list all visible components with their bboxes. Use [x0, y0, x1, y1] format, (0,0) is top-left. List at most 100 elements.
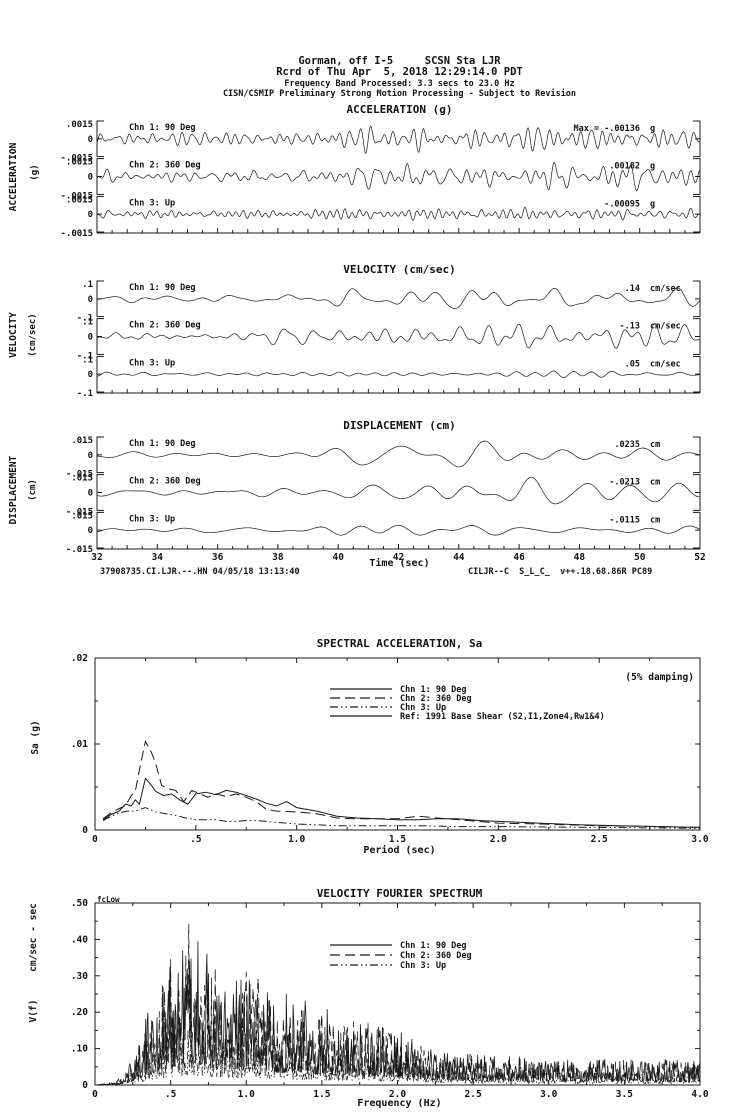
time-tick-label: 32: [91, 552, 102, 563]
y-tick-label: 0: [88, 333, 93, 343]
waveform-trace-chn-2-360-deg: [96, 476, 700, 505]
y-tick-label: 0: [88, 370, 93, 380]
peak-unit-label: cm: [650, 515, 660, 525]
legend-label: Chn 1: 90 Deg: [400, 941, 467, 951]
record-id-footnote: 37908735.CI.LJR.--.HN 04/05/18 13:13:40: [100, 567, 300, 577]
y-tick-label: .02: [71, 653, 88, 664]
y-bracket-right: [693, 120, 701, 158]
peak-value-label: -.00095: [604, 199, 640, 209]
y-tick-label: 0: [88, 210, 93, 220]
peak-unit-label: cm: [650, 440, 660, 450]
waveform-trace-chn-1-90-deg: [96, 125, 701, 154]
time-tick-label: 50: [634, 552, 646, 563]
y-tick-label: .1: [82, 280, 93, 290]
y-tick-label: .10: [71, 1044, 88, 1055]
record-timestamp: Rcrd of Thu Apr 5, 2018 12:29:14.0 PDT: [276, 66, 523, 78]
peak-value-label: Max = -.00136: [573, 124, 640, 134]
legend-label: Chn 2: 360 Deg: [400, 694, 472, 704]
x-tick-label: 4.0: [691, 1089, 708, 1100]
x-tick-label: 1.5: [313, 1089, 330, 1100]
waveform-trace-chn-1-90-deg: [97, 287, 701, 309]
x-tick-label: 3.0: [691, 834, 708, 845]
velocity-title: VELOCITY (cm/sec): [343, 263, 456, 276]
damping-annotation: (5% damping): [625, 672, 694, 683]
x-tick-label: 1.5: [389, 834, 406, 845]
y-tick-label: -.0015: [60, 229, 93, 239]
y-tick-label: .0015: [66, 158, 93, 168]
y-bracket-left: [96, 195, 104, 233]
peak-unit-label: g: [650, 124, 655, 134]
x-tick-label: 2.0: [490, 834, 507, 845]
peak-unit-label: g: [650, 162, 655, 172]
channel-label: Chn 1: 90 Deg: [129, 439, 196, 449]
peak-unit-label: g: [650, 199, 655, 209]
y-tick-label: 0: [82, 825, 88, 836]
y-bracket-right: [693, 318, 701, 355]
y-tick-label: .0015: [66, 120, 93, 130]
peak-value-label: -.0213: [609, 478, 640, 488]
legend-label: Chn 3: Up: [400, 961, 446, 971]
sa-title: SPECTRAL ACCELERATION, Sa: [316, 637, 483, 650]
y-tick-label: -.0015: [60, 191, 93, 201]
x-tick-label: 1.0: [238, 1089, 255, 1100]
waveform-trace-chn-2-360-deg: [96, 323, 701, 349]
peak-value-label: -.13: [620, 322, 640, 332]
legend-label: Chn 3: Up: [400, 703, 446, 713]
y-tick-label: 0: [82, 1080, 88, 1091]
x-tick-label: 2.5: [465, 1089, 482, 1100]
channel-label: Chn 2: 360 Deg: [129, 321, 201, 331]
y-tick-label: -.015: [66, 470, 93, 480]
y-tick-label: -.1: [77, 351, 93, 361]
y-bracket-left: [96, 355, 104, 393]
waveform-trace-chn-1-90-deg: [96, 440, 701, 468]
peak-value-label: .00182: [609, 162, 640, 172]
y-tick-label: -.015: [66, 507, 93, 517]
y-tick-label: 0: [88, 489, 93, 499]
fourier-trace-chn-3-up: [98, 1019, 701, 1086]
y-bracket-left: [96, 436, 104, 474]
time-tick-label: 40: [332, 552, 344, 563]
time-tick-label: 36: [212, 552, 224, 563]
peak-value-label: .05: [625, 359, 640, 369]
time-tick-label: 46: [513, 552, 525, 563]
waveform-trace-chn-3-up: [96, 524, 701, 536]
record-station-title: Gorman, off I-5 SCSN Sta LJR: [298, 55, 501, 67]
channel-label: Chn 3: Up: [129, 198, 175, 208]
legend-label: Chn 1: 90 Deg: [400, 685, 467, 695]
peak-unit-label: cm/sec: [650, 284, 681, 294]
channel-label: Chn 3: Up: [129, 514, 175, 524]
y-tick-label: .015: [71, 474, 93, 484]
x-tick-label: 2.0: [389, 1089, 406, 1100]
y-tick-label: 0: [88, 173, 93, 183]
y-tick-label: .1: [82, 355, 93, 365]
y-tick-label: -.1: [77, 314, 93, 324]
channel-label: Chn 2: 360 Deg: [129, 161, 201, 171]
y-tick-label: .1: [82, 318, 93, 328]
y-tick-label: .01: [71, 739, 88, 750]
channel-label: Chn 2: 360 Deg: [129, 477, 201, 487]
y-tick-label: 0: [88, 451, 93, 461]
legend-label: Ref: 1991 Base Shear (S2,I1,Zone4,Rw1&4): [400, 712, 605, 722]
peak-unit-label: cm/sec: [650, 322, 681, 332]
y-bracket-left: [96, 318, 104, 355]
sa-curve-chn-2-360-deg: [102, 739, 701, 828]
y-tick-label: .20: [71, 1007, 88, 1018]
y-bracket-left: [96, 474, 104, 511]
x-tick-label: 1.0: [288, 834, 305, 845]
processing-note: CISN/CSMIP Preliminary Strong Motion Pro…: [222, 89, 577, 99]
y-bracket-right: [693, 280, 701, 318]
y-bracket-right: [693, 158, 701, 195]
x-tick-label: 3.0: [540, 1089, 557, 1100]
fourier-title: VELOCITY FOURIER SPECTRUM: [316, 887, 483, 900]
y-tick-label: 0: [88, 135, 93, 145]
acceleration-title: ACCELERATION (g): [346, 103, 453, 116]
peak-value-label: .0235: [614, 440, 640, 450]
x-tick-label: 0: [92, 834, 98, 845]
frequency-band-note: Frequency Band Processed: 3.3 secs to 23…: [284, 79, 515, 89]
time-tick-label: 42: [393, 552, 404, 563]
time-tick-label: 48: [574, 552, 586, 563]
time-tick-label: 52: [694, 552, 705, 563]
frequency-axis-label: Frequency (Hz): [357, 1098, 442, 1109]
